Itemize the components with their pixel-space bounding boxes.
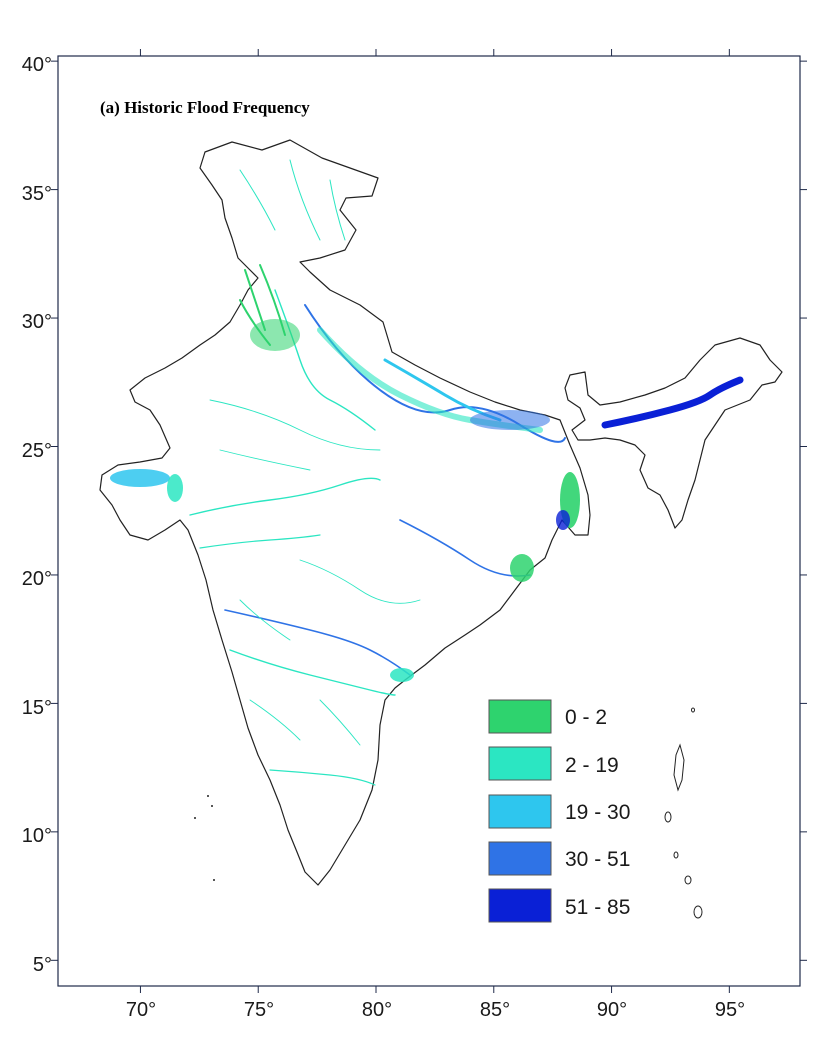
y-tick-label: 15° [22, 697, 52, 719]
y-tick-label: 35° [22, 183, 52, 205]
bengal-delta-flood-zone [556, 510, 570, 530]
y-tick-label: 5° [33, 954, 52, 976]
andaman-nicobar-islands [664, 707, 703, 919]
island [673, 851, 679, 859]
legend-item: 51 - 85 [488, 888, 630, 923]
punjab-flood-zone [250, 319, 300, 351]
legend-item: 0 - 2 [488, 699, 607, 734]
x-tick-label: 95° [715, 999, 745, 1021]
legend-swatch [488, 699, 552, 734]
india-mainland-outline [99, 139, 591, 886]
godavari-delta-flood-zone [390, 668, 414, 682]
y-axis-labels: 40° 35° 30° 25° 20° 15° 10° 5° [22, 54, 52, 976]
island [213, 879, 215, 881]
kaveri-river [269, 769, 376, 786]
island [664, 811, 672, 823]
x-tick-label: 70° [126, 999, 156, 1021]
island [691, 707, 695, 713]
y-tick-label: 10° [22, 825, 52, 847]
andaman-island [673, 743, 685, 792]
island [211, 805, 213, 807]
legend-swatch [488, 746, 552, 781]
x-tick-label: 75° [244, 999, 274, 1021]
legend-item: 2 - 19 [488, 746, 619, 781]
y-tick-label: 30° [22, 311, 52, 333]
legend-label: 2 - 19 [565, 754, 619, 777]
y-tick-label: 25° [22, 440, 52, 462]
y-tick-label: 20° [22, 568, 52, 590]
legend-label: 19 - 30 [565, 801, 630, 824]
flood-hotspots [110, 319, 580, 682]
northeast-india-outline [564, 337, 783, 529]
island [194, 817, 196, 819]
island [207, 795, 209, 797]
x-tick-label: 85° [480, 999, 510, 1021]
x-axis-labels: 70° 75° 80° 85° 90° 95° [126, 999, 745, 1021]
legend: 0 - 2 2 - 19 19 - 30 30 - 51 51 - 85 [488, 699, 630, 923]
legend-swatch [488, 841, 552, 876]
himalayan-streams [239, 159, 346, 241]
central-streams [209, 399, 421, 746]
legend-swatch [488, 794, 552, 829]
x-tick-label: 80° [362, 999, 392, 1021]
orissa-coast-flood-zone [510, 554, 534, 582]
narmada-river [189, 477, 381, 516]
lakshadweep-islands [194, 795, 215, 881]
krishna-river [229, 649, 396, 696]
brahmaputra-river [601, 376, 744, 429]
legend-label: 30 - 51 [565, 848, 630, 871]
legend-item: 19 - 30 [488, 794, 630, 829]
axis-ticks [51, 49, 807, 993]
map-title: (a) Historic Flood Frequency [100, 98, 310, 117]
kutch-flood-zone [110, 469, 170, 487]
x-tick-label: 90° [597, 999, 627, 1021]
tapi-river [199, 534, 321, 549]
godavari-river [224, 609, 411, 676]
nicobar-island [693, 905, 703, 919]
y-tick-label: 40° [22, 54, 52, 76]
island [684, 875, 692, 885]
gujarat-flood-zone [167, 474, 183, 502]
legend-label: 0 - 2 [565, 706, 607, 729]
plot-frame [57, 55, 801, 987]
legend-item: 30 - 51 [488, 841, 630, 876]
legend-swatch [488, 888, 552, 923]
legend-label: 51 - 85 [565, 896, 630, 919]
bihar-flood-zone [470, 410, 550, 430]
